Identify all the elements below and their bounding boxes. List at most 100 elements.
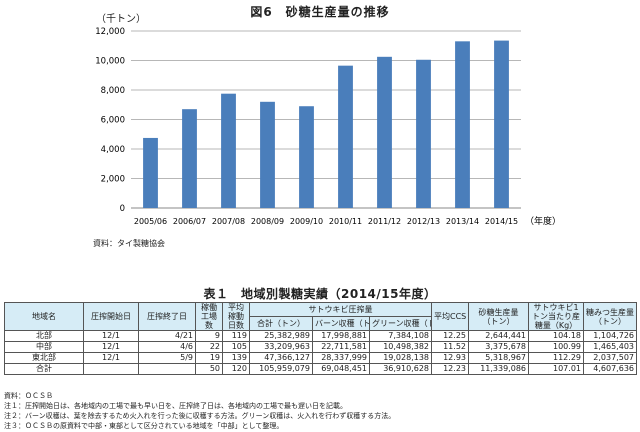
x-tick-label: 2006/07 (173, 217, 206, 226)
cell-mills: 22 (195, 341, 223, 353)
bar (377, 56, 392, 208)
cell-total: 105,959,079 (249, 363, 313, 375)
cell-days: 105 (222, 341, 250, 353)
note-1: 注１：圧搾開始日は、各地域内の工場で最も早い日を、圧搾終了日は、各地域内の工場で… (4, 402, 347, 410)
cell-ccs: 11.52 (431, 341, 469, 353)
cell-sugar: 2,644,441 (468, 330, 529, 342)
bar (182, 109, 197, 208)
bar (494, 40, 509, 209)
x-tick-label: 2011/12 (368, 217, 401, 226)
cell-molasses: 1,465,403 (583, 341, 637, 353)
y-tick-label: 0 (120, 204, 125, 214)
bar (221, 93, 236, 208)
y-tick-label: 2,000 (101, 175, 125, 185)
bars (143, 40, 509, 209)
bar (338, 65, 353, 208)
x-tick-label: 2005/06 (134, 217, 167, 226)
y-tick-label: 10,000 (95, 57, 125, 67)
sugar-production-table: 地域名 圧搾開始日 圧搾終了日 稼働工場数 平均稼動日数 サトウキビ圧搾量 平均… (4, 302, 637, 375)
y-tick-label: 12,000 (95, 27, 125, 37)
bar (299, 106, 314, 208)
cell-per-cane: 104.18 (528, 330, 584, 342)
cell-region: 東北部 (4, 352, 84, 364)
cell-green: 36,910,628 (369, 363, 432, 375)
cell-burnt: 69,048,451 (312, 363, 370, 375)
header-sugar-output: 砂糖生産量（トン） (468, 302, 529, 331)
cell-burnt: 28,337,999 (312, 352, 370, 364)
header-burnt-harvest: バーン収穫（トン） (312, 316, 370, 331)
x-tick-label: 2007/08 (212, 217, 245, 226)
bar (455, 41, 470, 209)
cell-burnt: 22,711,581 (312, 341, 370, 353)
x-axis-label: （年度） (525, 215, 561, 227)
cell-end (138, 363, 196, 375)
x-tick-label: 2008/09 (251, 217, 284, 226)
figure-title: 図6 砂糖生産量の推移 (250, 5, 390, 19)
cell-days: 119 (222, 330, 250, 342)
x-tick-labels: 2005/06 2006/07 2007/08 2008/09 2009/10 2010/… (134, 217, 518, 226)
cell-region: 合計 (4, 363, 84, 375)
cell-start (83, 363, 139, 375)
cell-total: 47,366,127 (249, 352, 313, 364)
x-tick-label: 2012/13 (407, 217, 440, 226)
header-end-date: 圧搾終了日 (138, 302, 196, 331)
cell-end: 4/6 (138, 341, 196, 353)
cell-start: 12/1 (83, 352, 139, 364)
cell-green: 7,384,108 (369, 330, 432, 342)
y-tick-label: 6,000 (101, 116, 125, 126)
note-2: 注２：バーン収穫は、葉を除去するため火入れを行った後に収穫する方法。グリーン収穫… (4, 412, 396, 420)
note-source: 資料：ＯＣＳＢ (4, 392, 53, 400)
header-green-harvest: グリーン収穫（トン） (369, 316, 432, 331)
bar-chart: 0 2,000 4,000 6,000 8,000 10,000 12,000 2005/0… (95, 27, 561, 227)
cell-total: 33,209,963 (249, 341, 313, 353)
table-title: 表１ 地域別製糖実績（2014/15年度） (203, 287, 437, 301)
cell-ccs: 12.23 (431, 363, 469, 375)
cell-days: 139 (222, 352, 250, 364)
header-avg-days: 平均稼動日数 (222, 302, 250, 331)
table-row-total: 合計 50 120 105,959,079 69,048,451 36,910,… (4, 363, 637, 375)
cell-mills: 19 (195, 352, 223, 364)
y-tick-label: 4,000 (101, 145, 125, 155)
cell-green: 19,028,138 (369, 352, 432, 364)
header-avg-ccs: 平均CCS (431, 302, 469, 331)
cell-per-cane: 112.29 (528, 352, 584, 364)
cell-molasses: 1,104,726 (583, 330, 637, 342)
header-start-date: 圧搾開始日 (83, 302, 139, 331)
x-tick-label: 2009/10 (290, 217, 323, 226)
cell-end: 4/21 (138, 330, 196, 342)
cell-molasses: 4,607,636 (583, 363, 637, 375)
y-axis-unit-label: （千トン） (96, 14, 146, 25)
header-cane-crushed: サトウキビ圧搾量 (249, 302, 432, 317)
cell-start: 12/1 (83, 330, 139, 342)
note-3: 注３：ＯＣＳＢの原資料で中部・東部として区分されている地域を「中部」として整理。 (4, 422, 284, 430)
chart-source: 資料：タイ製糖協会 (93, 239, 165, 248)
cell-sugar: 3,375,678 (468, 341, 529, 353)
header-sugar-per-cane: サトウキビ1トン当たり産糖量（Kg） (528, 302, 584, 331)
x-tick-label: 2013/14 (446, 217, 479, 226)
bar (416, 59, 431, 209)
table-row: 東北部 12/1 5/9 19 139 47,366,127 28,337,99… (4, 352, 637, 364)
cell-burnt: 17,998,881 (312, 330, 370, 342)
x-tick-label: 2014/15 (485, 217, 518, 226)
bar (260, 101, 275, 208)
cell-total: 25,382,989 (249, 330, 313, 342)
cell-ccs: 12.25 (431, 330, 469, 342)
cell-region: 中部 (4, 341, 84, 353)
cell-per-cane: 100.99 (528, 341, 584, 353)
cell-mills: 50 (195, 363, 223, 375)
table-row: 北部 12/1 4/21 9 119 25,382,989 17,998,881… (4, 330, 637, 342)
table-row: 中部 12/1 4/6 22 105 33,209,963 22,711,581… (4, 341, 637, 353)
header-cane-total: 合計（トン） (249, 316, 313, 331)
bar (143, 137, 158, 208)
header-region: 地域名 (4, 302, 84, 331)
y-tick-label: 8,000 (101, 86, 125, 96)
cell-sugar: 11,339,086 (468, 363, 529, 375)
cell-days: 120 (222, 363, 250, 375)
cell-end: 5/9 (138, 352, 196, 364)
cell-start: 12/1 (83, 341, 139, 353)
cell-per-cane: 107.01 (528, 363, 584, 375)
cell-molasses: 2,037,507 (583, 352, 637, 364)
cell-ccs: 12.93 (431, 352, 469, 364)
cell-region: 北部 (4, 330, 84, 342)
header-mill-count: 稼働工場数 (195, 302, 223, 331)
